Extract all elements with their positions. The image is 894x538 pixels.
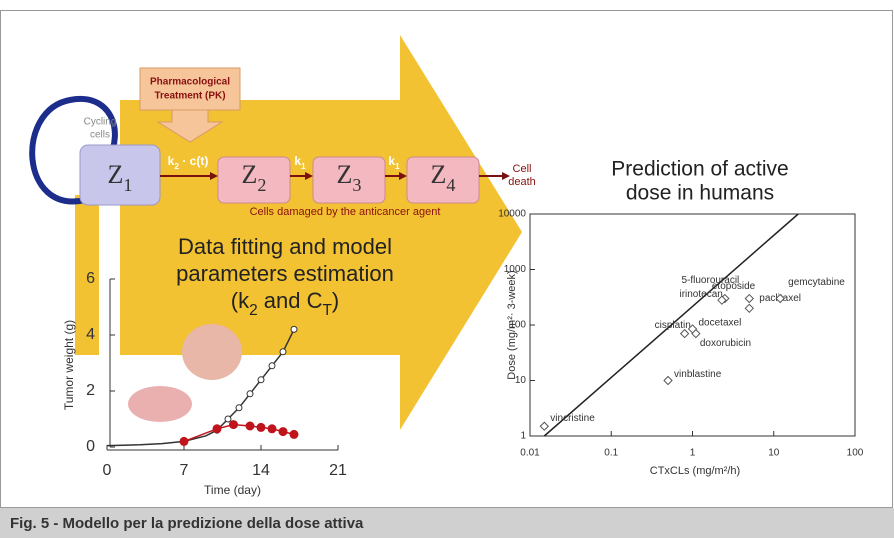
data-point xyxy=(230,421,238,429)
y-tick-label: 2 xyxy=(86,382,95,399)
chart-title: Prediction of active xyxy=(611,158,788,181)
y-tick-label: 1 xyxy=(520,431,526,442)
y-tick-label: 10000 xyxy=(498,209,526,220)
data-point xyxy=(236,405,242,411)
data-point xyxy=(225,416,231,422)
cycling-label: Cycling xyxy=(84,117,117,128)
data-point xyxy=(257,423,265,431)
data-point xyxy=(269,363,275,369)
compartment-label-part: Z xyxy=(108,160,124,189)
treatment-box xyxy=(140,68,240,110)
cell-death-label: Cell xyxy=(513,163,532,175)
figure: Fig. 5 - Modello per la predizione della… xyxy=(0,0,894,538)
rate-label-sub: 1 xyxy=(395,161,400,171)
mouse-image xyxy=(182,324,242,380)
treatment-label: Treatment (PK) xyxy=(154,91,225,102)
point-label: gemcytabine xyxy=(788,277,845,288)
data-point xyxy=(268,425,276,433)
compartment-label-sub: 2 xyxy=(257,175,266,195)
fitting-label: Data fitting and model xyxy=(178,234,392,259)
fitting-params-sub: 2 xyxy=(249,302,258,319)
cycling-label: cells xyxy=(90,130,110,141)
compartment-label-part: Z xyxy=(431,160,447,189)
x-tick-label: 0 xyxy=(103,462,112,479)
x-tick-label: 0.1 xyxy=(604,448,618,459)
compartment-label-part: Z xyxy=(242,160,258,189)
rate-label-part: · c(t) xyxy=(179,154,208,168)
x-tick-label: 1 xyxy=(690,448,696,459)
compartment-label-sub: 3 xyxy=(352,175,361,195)
chart-title: dose in humans xyxy=(626,182,774,205)
x-tick-label: 7 xyxy=(180,462,189,479)
treatment-label: Pharmacological xyxy=(150,77,230,88)
fitting-params-part: ) xyxy=(332,288,339,313)
x-tick-label: 0.01 xyxy=(520,448,540,459)
x-tick-label: 100 xyxy=(847,448,864,459)
data-point xyxy=(180,437,188,445)
y-axis-label: Dose (mg/m²· 3-week) xyxy=(506,270,518,379)
compartment-label-sub: 1 xyxy=(123,175,132,195)
point-label: doxorubicin xyxy=(700,338,751,349)
point-label: vincristine xyxy=(550,413,595,424)
fitting-params-part: and C xyxy=(258,288,323,313)
data-point xyxy=(291,326,297,332)
fitting-label: parameters estimation xyxy=(176,261,394,286)
data-point xyxy=(246,422,254,430)
compartment-label-part: Z xyxy=(337,160,353,189)
x-tick-label: 10 xyxy=(768,448,780,459)
x-axis-label: CTxCLs (mg/m²/h) xyxy=(650,465,740,477)
data-point xyxy=(258,377,264,383)
fitting-params-part: (k xyxy=(231,288,250,313)
point-label: vinblastine xyxy=(674,369,722,380)
data-point xyxy=(280,349,286,355)
rate-label-sub: 1 xyxy=(489,161,494,171)
y-tick-label: 6 xyxy=(86,270,95,287)
data-point xyxy=(247,391,253,397)
y-tick-label: 0 xyxy=(86,438,95,455)
x-tick-label: 21 xyxy=(329,462,347,479)
rate-label-sub: 1 xyxy=(301,161,306,171)
data-point xyxy=(279,428,287,436)
data-point xyxy=(290,430,298,438)
point-label: 5-fluorouracil xyxy=(681,275,739,286)
caption: Fig. 5 - Modello per la predizione della… xyxy=(10,515,364,532)
point-label: cisplatin xyxy=(655,320,691,331)
damaged-label: Cells damaged by the anticancer agent xyxy=(250,206,441,218)
compartment-label-sub: 4 xyxy=(446,175,455,195)
cell-death-label: death xyxy=(508,176,536,188)
data-point xyxy=(213,425,221,433)
x-axis-label: Time (day) xyxy=(204,483,261,497)
point-label: docetaxel xyxy=(699,318,742,329)
y-axis-label: Tumor weight (g) xyxy=(62,320,76,410)
mouse-image xyxy=(128,386,192,422)
y-tick-label: 4 xyxy=(86,326,95,343)
x-tick-label: 14 xyxy=(252,462,270,479)
